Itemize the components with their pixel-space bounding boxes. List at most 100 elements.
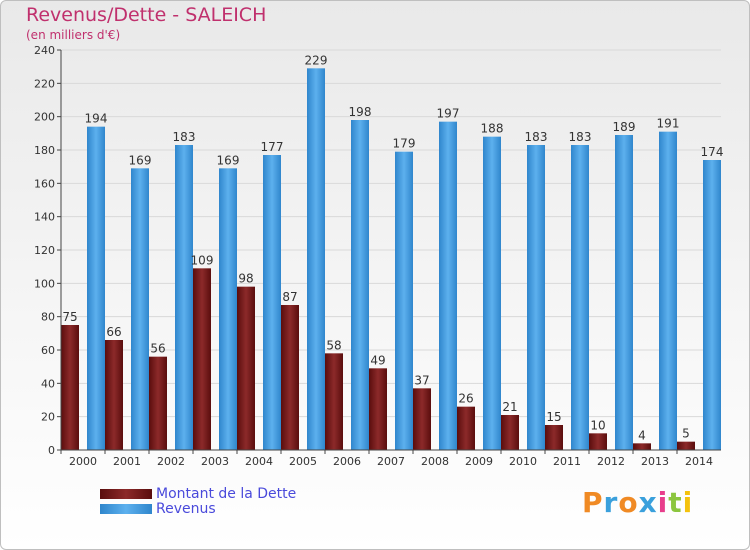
bar-dette <box>281 305 299 450</box>
legend-swatch-revenus <box>100 503 152 514</box>
bar-revenus <box>175 145 193 450</box>
data-label-revenus: 194 <box>85 112 108 126</box>
y-tick-label: 100 <box>34 277 55 290</box>
data-label-revenus: 169 <box>217 153 240 167</box>
x-tick-label: 2004 <box>245 455 273 468</box>
data-label-revenus: 183 <box>525 130 548 144</box>
bar-revenus <box>703 160 721 450</box>
data-label-dette: 5 <box>682 427 690 441</box>
logo-letter: i <box>682 486 694 519</box>
x-tick-label: 2010 <box>509 455 537 468</box>
data-label-dette: 58 <box>326 338 341 352</box>
data-label-revenus: 169 <box>129 153 152 167</box>
x-tick-label: 2009 <box>465 455 493 468</box>
bar-revenus <box>571 145 589 450</box>
bar-dette <box>633 443 651 450</box>
data-label-revenus: 183 <box>173 130 196 144</box>
data-label-dette: 87 <box>282 290 297 304</box>
logo-letter: x <box>638 486 658 519</box>
data-label-dette: 56 <box>150 342 165 356</box>
y-tick-label: 80 <box>41 311 55 324</box>
x-tick-label: 2006 <box>333 455 361 468</box>
bar-revenus <box>659 131 677 450</box>
legend-swatch-debt <box>100 488 152 499</box>
data-label-dette: 49 <box>370 353 385 367</box>
x-tick-label: 2014 <box>685 455 713 468</box>
x-tick-label: 2012 <box>597 455 625 468</box>
y-tick-label: 200 <box>34 111 55 124</box>
bar-dette <box>677 441 695 450</box>
bar-dette <box>501 415 519 450</box>
data-label-revenus: 197 <box>437 107 460 121</box>
y-tick-label: 220 <box>34 77 55 90</box>
legend-label-debt: Montant de la Dette <box>156 485 297 502</box>
legend-item-debt: Montant de la Dette <box>100 485 297 502</box>
data-label-dette: 4 <box>638 428 646 442</box>
bar-dette <box>237 286 255 450</box>
data-label-dette: 21 <box>502 400 517 414</box>
bar-revenus <box>351 120 369 450</box>
data-label-revenus: 189 <box>613 120 636 134</box>
bar-revenus <box>527 145 545 450</box>
data-label-revenus: 183 <box>569 130 592 144</box>
y-tick-label: 180 <box>34 144 55 157</box>
data-label-dette: 66 <box>106 325 121 339</box>
bar-revenus <box>615 135 633 450</box>
bar-dette <box>193 268 211 450</box>
bar-dette <box>325 353 343 450</box>
y-tick-label: 120 <box>34 244 55 257</box>
y-tick-label: 140 <box>34 211 55 224</box>
y-tick-label: 240 <box>34 44 55 57</box>
bar-dette <box>149 356 167 450</box>
data-label-dette: 15 <box>546 410 561 424</box>
bar-dette <box>413 388 431 450</box>
bar-dette <box>545 425 563 450</box>
chart-title: Revenus/Dette - SALEICH <box>26 4 267 26</box>
legend-item-revenus: Revenus <box>100 500 296 517</box>
data-label-dette: 37 <box>414 373 429 387</box>
data-label-dette: 98 <box>238 272 253 286</box>
bar-dette <box>61 325 79 450</box>
data-label-dette: 109 <box>191 253 214 267</box>
data-label-revenus: 188 <box>481 122 504 136</box>
y-tick-label: 20 <box>41 411 55 424</box>
x-tick-label: 2000 <box>69 455 97 468</box>
bar-dette <box>457 406 475 450</box>
legend-label-revenus: Revenus <box>156 500 216 517</box>
bar-revenus <box>307 68 325 450</box>
data-label-dette: 75 <box>62 310 77 324</box>
data-label-revenus: 229 <box>305 53 328 67</box>
x-tick-label: 2003 <box>201 455 229 468</box>
x-tick-label: 2008 <box>421 455 449 468</box>
x-tick-label: 2007 <box>377 455 405 468</box>
y-tick-label: 40 <box>41 377 55 390</box>
logo-letter: i <box>657 486 669 519</box>
chart-legend: Montant de la Dette Revenus <box>100 485 297 517</box>
x-tick-label: 2013 <box>641 455 669 468</box>
bar-revenus <box>263 155 281 450</box>
data-label-revenus: 198 <box>349 105 372 119</box>
logo-letter: P <box>582 486 604 519</box>
bar-revenus <box>483 136 501 450</box>
logo-letter: r <box>603 486 619 519</box>
x-tick-label: 2005 <box>289 455 317 468</box>
x-tick-label: 2001 <box>113 455 141 468</box>
y-tick-label: 0 <box>48 444 55 457</box>
data-label-revenus: 179 <box>393 137 416 151</box>
bar-revenus <box>87 126 105 451</box>
bar-revenus <box>219 168 237 451</box>
data-label-revenus: 177 <box>261 140 284 154</box>
bar-revenus <box>395 151 413 450</box>
data-label-revenus: 191 <box>657 117 680 131</box>
data-label-dette: 10 <box>590 418 605 432</box>
bar-revenus <box>131 168 149 451</box>
logo-letter: o <box>618 486 639 519</box>
bar-dette <box>589 433 607 450</box>
y-tick-label: 60 <box>41 344 55 357</box>
bar-dette <box>105 340 123 450</box>
bar-revenus <box>439 121 457 451</box>
bar-dette <box>369 368 387 450</box>
y-tick-label: 160 <box>34 177 55 190</box>
x-tick-label: 2011 <box>553 455 581 468</box>
